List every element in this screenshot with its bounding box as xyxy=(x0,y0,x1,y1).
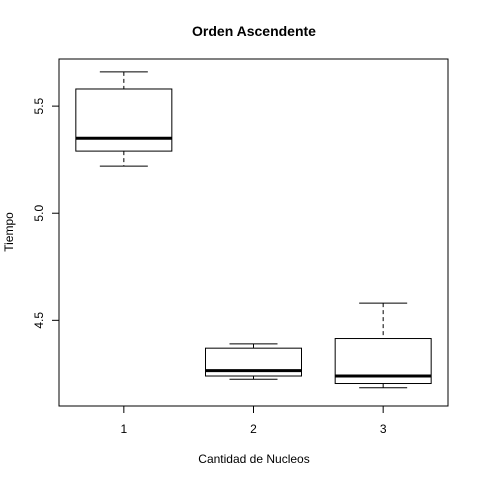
x-axis: 1 2 3 xyxy=(120,405,387,436)
y-tick-label-4.5: 4.5 xyxy=(32,312,46,329)
x-tick-label-1: 1 xyxy=(120,422,127,436)
x-tick-label-2: 2 xyxy=(250,422,257,436)
x-axis-label: Cantidad de Nucleos xyxy=(198,452,309,466)
boxes-layer xyxy=(75,71,432,389)
iqr-box-1 xyxy=(75,88,173,152)
box-1 xyxy=(75,71,173,167)
box-2 xyxy=(205,343,302,380)
y-tick-label-5.0: 5.0 xyxy=(32,205,46,222)
chart-title: Orden Ascendente xyxy=(192,23,316,39)
y-tick-label-5.5: 5.5 xyxy=(32,97,46,114)
y-axis: 4.5 5.0 5.5 xyxy=(32,97,60,329)
y-axis-label: Tiempo xyxy=(2,212,16,252)
box-3 xyxy=(334,302,432,389)
x-tick-label-3: 3 xyxy=(380,422,387,436)
